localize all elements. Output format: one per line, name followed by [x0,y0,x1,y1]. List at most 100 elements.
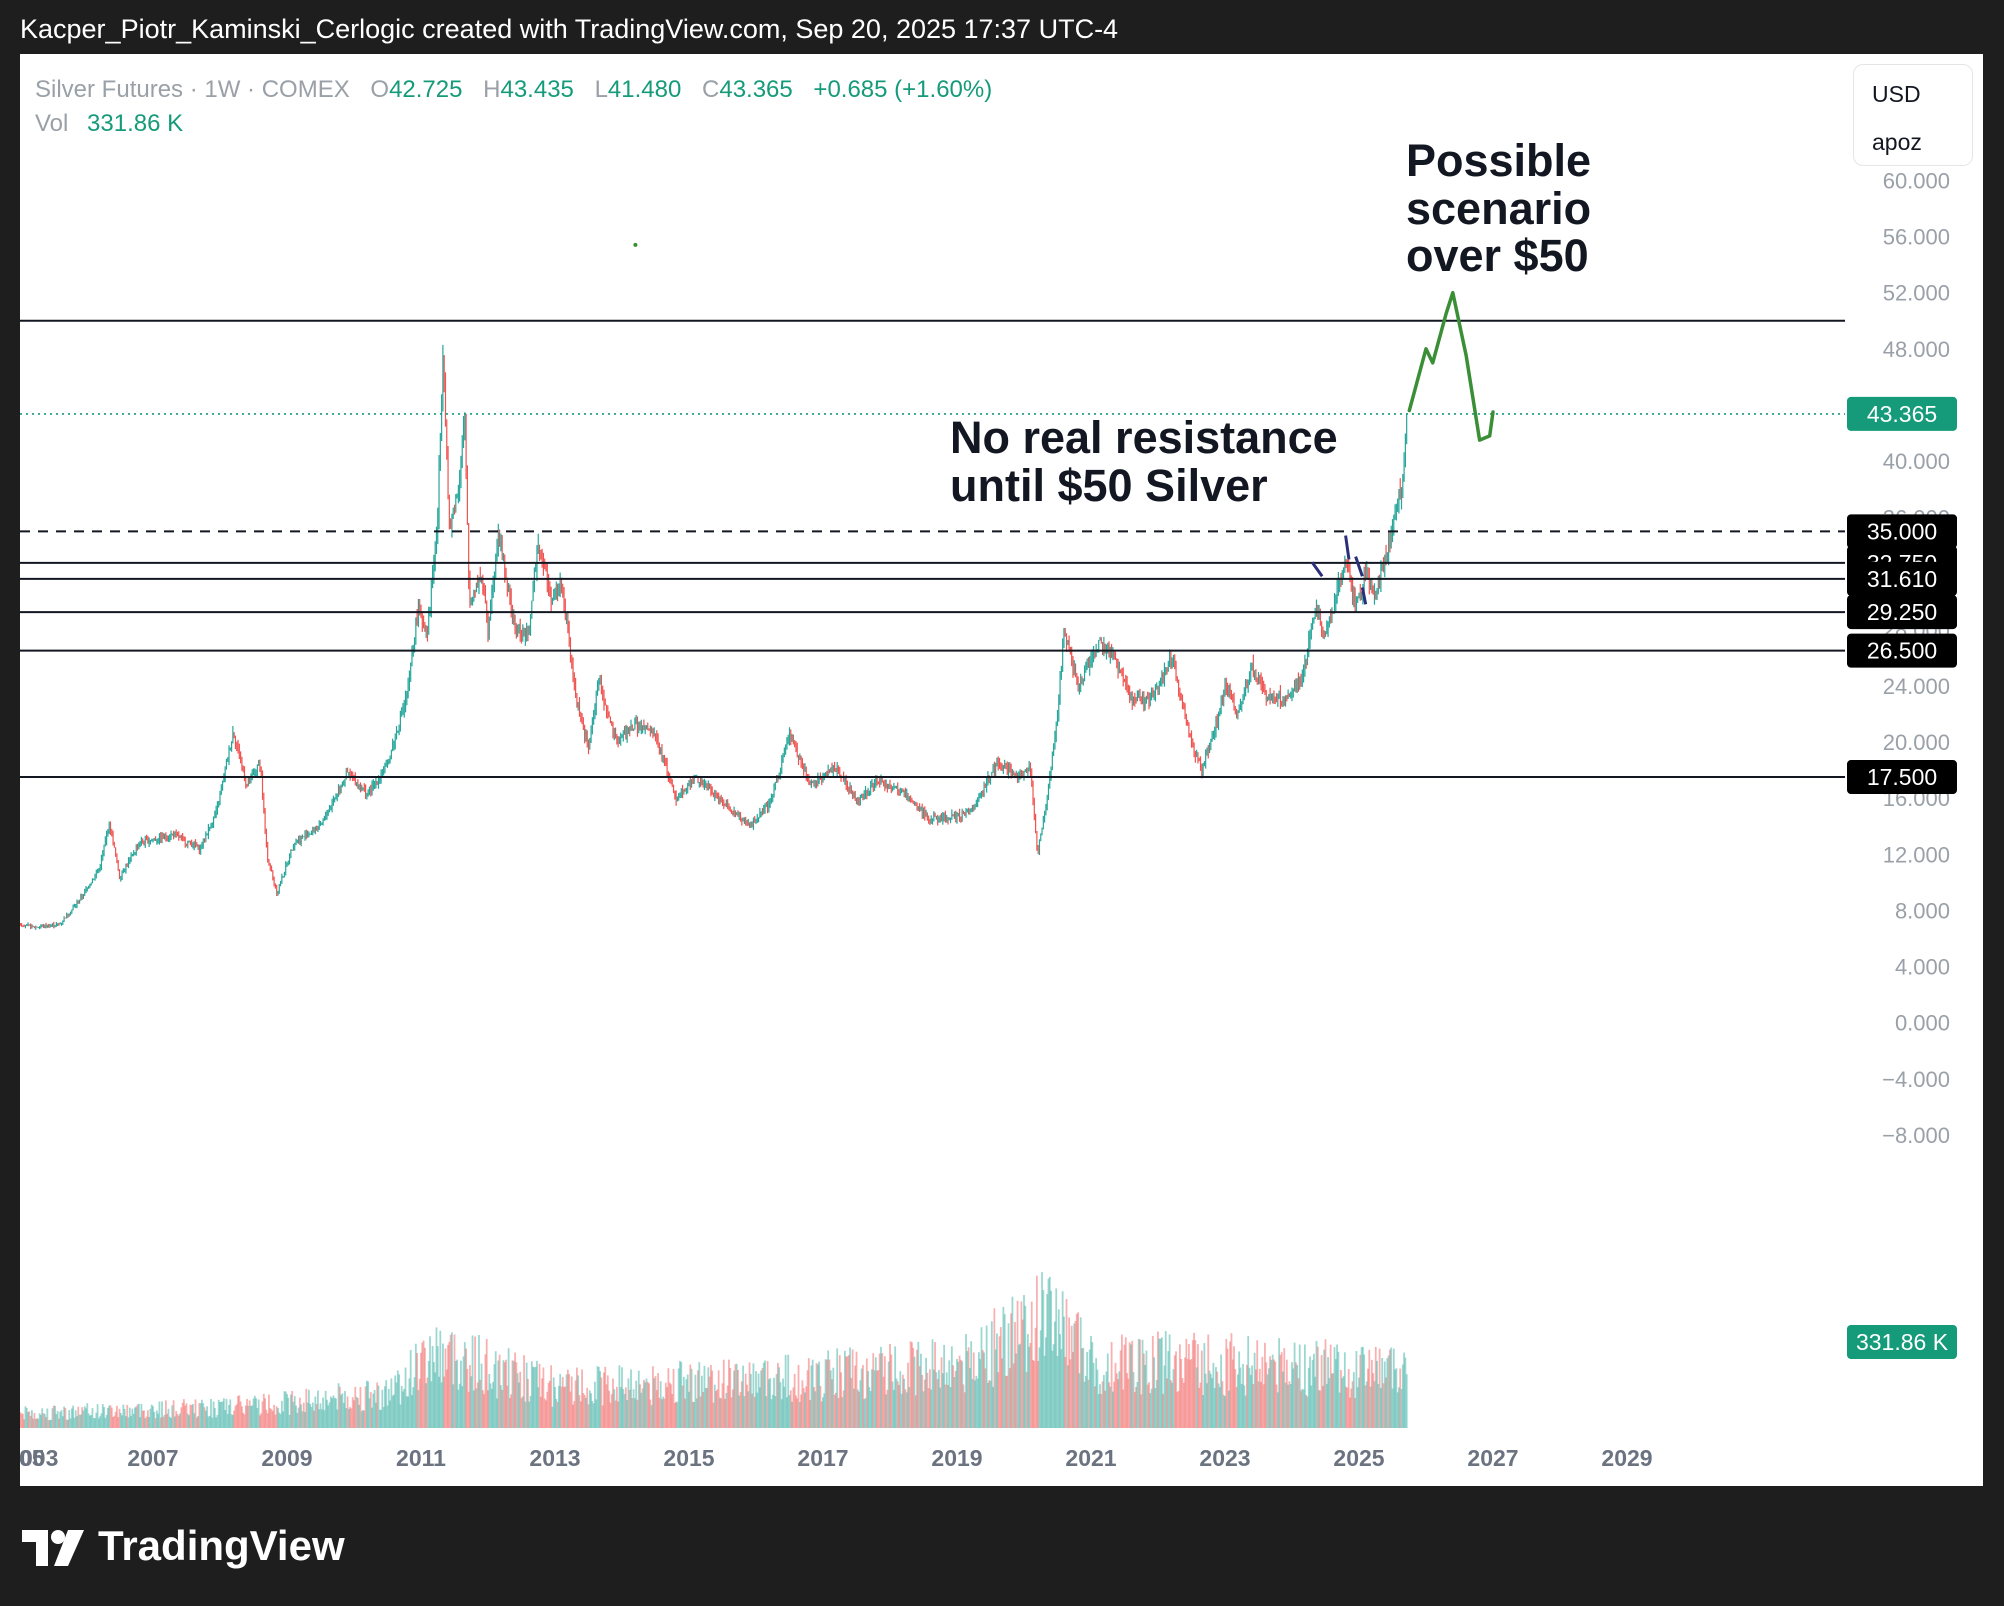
volume-bar [261,1401,264,1428]
time-axis-label[interactable]: 2029 [1601,1445,1652,1471]
volume-bar [479,1379,482,1428]
volume-bar [407,1396,410,1428]
volume-bar [970,1341,973,1428]
volume-bar [515,1362,518,1428]
volume-bar [523,1355,525,1428]
volume-bar [180,1407,183,1428]
volume-bar [947,1384,949,1428]
volume-bar [655,1390,658,1428]
scale-settings[interactable]: USD apoz [1853,64,1973,166]
time-axis-label[interactable]: 2011 [396,1445,446,1471]
volume-bar [275,1406,278,1428]
scenario-annotation[interactable]: Possible scenario over $50 [1406,137,1591,280]
volume-bar [1160,1337,1163,1428]
time-axis-label[interactable]: 2025 [1333,1445,1384,1471]
volume-bar [416,1353,419,1428]
time-axis-label[interactable]: 2019 [931,1445,982,1471]
volume-bar [116,1405,118,1428]
time-axis-label[interactable]: 2021 [1065,1445,1116,1471]
time-axis-label[interactable]: 2027 [1467,1445,1518,1471]
volume-bar [140,1403,143,1428]
volume-bar [997,1372,1000,1428]
symbol-name[interactable]: Silver Futures · 1W · COMEX [35,76,350,103]
volume-bar [715,1390,717,1428]
volume-bar [748,1362,751,1428]
volume-bar [1331,1373,1333,1428]
volume-bar [1042,1290,1045,1428]
volume-bar [1363,1354,1366,1428]
volume-bar [560,1386,563,1428]
currency-button[interactable]: USD [1872,81,1921,107]
resistance-annotation[interactable]: No real resistance until $50 Silver [950,414,1338,509]
volume-bar [1302,1389,1305,1428]
time-axis-label[interactable]: 2015 [663,1445,714,1471]
volume-bar [1216,1371,1219,1428]
volume-bar [900,1393,903,1428]
price-chart[interactable]: 60.00056.00052.00048.00044.00040.00036.0… [20,54,1983,1486]
time-axis-label[interactable]: 2017 [797,1445,848,1471]
volume-bar [403,1388,406,1428]
volume-bar [699,1396,702,1428]
volume-bar [434,1372,437,1428]
volume-bar [212,1401,215,1428]
volume-bar [974,1380,976,1428]
volume-bar [1193,1332,1195,1428]
symbol-legend[interactable]: Silver Futures · 1W · COMEX O42.725 H43.… [35,76,992,104]
volume-bar [228,1404,230,1428]
volume-bar [756,1392,759,1428]
volume-bar [680,1362,683,1428]
volume-bar [114,1411,117,1428]
volume-bar [591,1401,594,1428]
volume-bar [423,1347,426,1428]
time-axis-label[interactable]: 2009 [261,1445,312,1471]
volume-bar [103,1407,105,1428]
volume-bar [452,1384,455,1428]
volume-bar [876,1370,879,1428]
volume-bar [417,1389,420,1428]
volume-legend[interactable]: Vol 331.86 K [35,110,183,138]
level-badge-bg [1847,595,1957,630]
time-axis-label[interactable]: 2005 [20,1445,45,1471]
volume-bar [186,1413,189,1428]
scenario-drawing[interactable] [633,242,1495,605]
volume-bar [850,1378,853,1428]
volume-bar [1118,1371,1121,1428]
volume-bar [135,1406,138,1428]
volume-bar [326,1399,328,1428]
volume-bar [765,1396,768,1428]
time-axis-label[interactable]: 2013 [529,1445,580,1471]
volume-bar [1189,1359,1192,1428]
volume-bar [65,1419,68,1428]
volume-bar [601,1405,604,1428]
volume-bar [994,1349,997,1428]
volume-bar [1288,1381,1291,1428]
volume-bar [645,1378,648,1428]
volume-bar [1342,1376,1345,1428]
volume-bar [183,1399,185,1428]
volume-bar [29,1416,32,1428]
volume-bar [125,1416,127,1428]
volume-bar [961,1361,964,1428]
time-axis-label[interactable]: 2023 [1199,1445,1250,1471]
volume-bar [311,1402,314,1428]
volume-bar [925,1357,927,1428]
time-axis[interactable]: 0032005 2007 2009 2011 2013 2015 2017 2019 2021 2… [20,1445,1653,1471]
time-axis-label[interactable]: 003 [20,1445,58,1471]
horizontal-levels[interactable] [20,319,1845,779]
volume-bar [959,1359,962,1428]
chart-frame[interactable]: 60.00056.00052.00048.00044.00040.00036.0… [20,54,1983,1486]
volume-bar [1233,1346,1235,1428]
volume-bar [1180,1359,1183,1428]
volume-bar [298,1397,301,1428]
unit-button[interactable]: apoz [1872,129,1922,155]
volume-bar [1400,1389,1403,1428]
scenario-path[interactable] [1407,290,1495,442]
volume-bar [76,1416,78,1428]
volume-bar [930,1389,933,1428]
volume-bar [854,1365,857,1428]
volume-bar [421,1342,424,1428]
volume-bar [1209,1373,1212,1428]
volume-bar [743,1396,746,1428]
volume-bar [198,1403,201,1428]
time-axis-label[interactable]: 2007 [127,1445,178,1471]
